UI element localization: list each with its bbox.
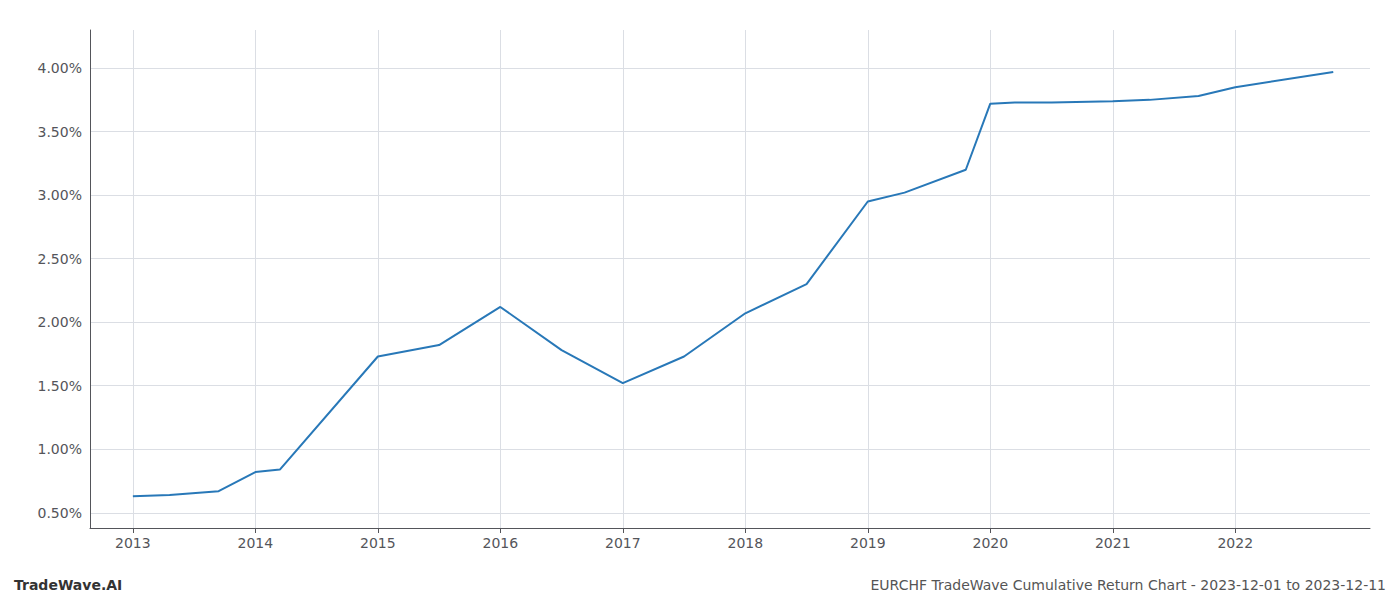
svg-text:2.00%: 2.00% bbox=[38, 314, 82, 330]
svg-text:2020: 2020 bbox=[972, 535, 1008, 551]
svg-text:2013: 2013 bbox=[115, 535, 151, 551]
svg-text:2019: 2019 bbox=[850, 535, 886, 551]
svg-text:2015: 2015 bbox=[360, 535, 396, 551]
svg-text:0.50%: 0.50% bbox=[38, 505, 82, 521]
svg-text:TradeWave.AI: TradeWave.AI bbox=[14, 577, 122, 593]
svg-text:2017: 2017 bbox=[605, 535, 641, 551]
svg-text:1.00%: 1.00% bbox=[38, 441, 82, 457]
svg-text:3.50%: 3.50% bbox=[38, 124, 82, 140]
svg-text:1.50%: 1.50% bbox=[38, 378, 82, 394]
svg-text:EURCHF TradeWave Cumulative Re: EURCHF TradeWave Cumulative Return Chart… bbox=[871, 577, 1386, 593]
svg-text:2018: 2018 bbox=[727, 535, 763, 551]
svg-text:3.00%: 3.00% bbox=[38, 187, 82, 203]
svg-text:2.50%: 2.50% bbox=[38, 251, 82, 267]
svg-text:2022: 2022 bbox=[1217, 535, 1253, 551]
svg-text:2014: 2014 bbox=[238, 535, 274, 551]
svg-text:2016: 2016 bbox=[483, 535, 519, 551]
svg-text:2021: 2021 bbox=[1095, 535, 1131, 551]
svg-text:4.00%: 4.00% bbox=[38, 60, 82, 76]
